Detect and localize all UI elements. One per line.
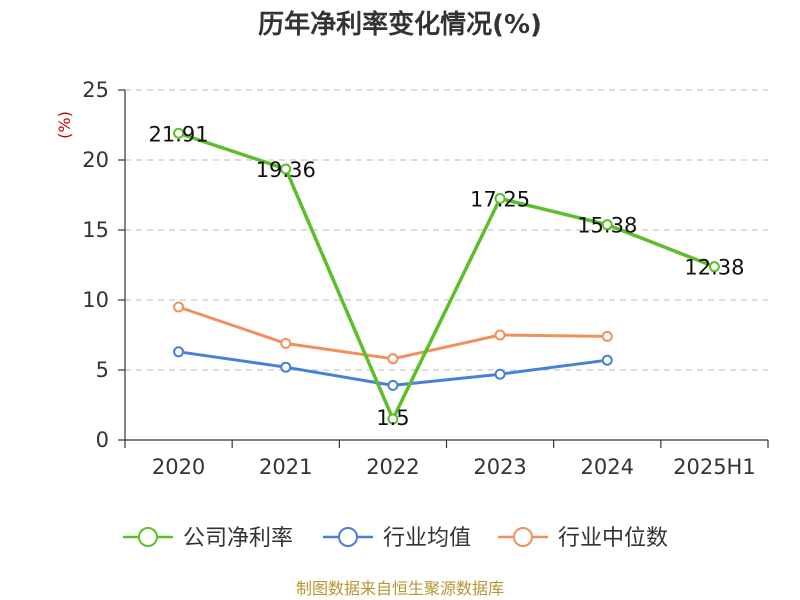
legend-item-1[interactable]: 行业均值 — [323, 526, 471, 551]
data-point[interactable] — [494, 329, 506, 341]
y-tick-label: 10 — [82, 288, 109, 312]
legend-label: 行业中位数 — [558, 526, 668, 551]
y-axis-label: (%) — [55, 111, 74, 139]
data-point[interactable] — [601, 330, 613, 342]
chart-title: 历年净利率变化情况(%) — [258, 9, 542, 40]
data-point[interactable] — [280, 163, 292, 175]
data-point[interactable] — [708, 261, 720, 273]
legend-label: 行业均值 — [383, 526, 471, 551]
series-1 — [173, 346, 613, 391]
x-tick-label: 2021 — [259, 455, 312, 479]
y-tick-label: 20 — [82, 148, 109, 172]
axes: 0 5 10 15 20 25 2020 2021 2022 2023 2024 2025H1 — [82, 78, 769, 479]
data-point[interactable] — [494, 193, 506, 204]
data-point[interactable] — [387, 413, 399, 425]
data-point[interactable] — [173, 127, 185, 139]
data-point[interactable] — [601, 219, 613, 231]
data-label: 15.38 — [577, 214, 637, 238]
x-tick-label: 2022 — [366, 455, 419, 479]
legend-item-0[interactable]: 公司净利率 — [123, 526, 293, 551]
series-layer: 21.91 19.36 1.5 17.25 15.38 12.38 — [149, 122, 745, 430]
legend-marker — [338, 527, 358, 547]
y-tick-label: 15 — [82, 218, 109, 242]
legend-item-2[interactable]: 行业中位数 — [498, 526, 668, 551]
data-point[interactable] — [173, 346, 185, 358]
legend-label: 公司净利率 — [183, 526, 293, 551]
x-tick-label: 2025H1 — [673, 455, 756, 479]
legend[interactable]: 公司净利率 行业均值 行业中位数 — [123, 526, 668, 551]
series-0 — [173, 127, 720, 425]
data-point[interactable] — [387, 379, 399, 391]
x-tick-label: 2020 — [152, 455, 205, 479]
source-note: 制图数据来自恒生聚源数据库 — [296, 579, 504, 598]
data-point[interactable] — [280, 337, 292, 349]
data-label: 21.91 — [149, 122, 209, 146]
y-tick-label: 0 — [96, 428, 109, 452]
legend-marker — [513, 527, 533, 547]
legend-marker — [138, 527, 158, 547]
data-point[interactable] — [387, 353, 399, 365]
gridlines — [125, 89, 768, 371]
data-point[interactable] — [173, 301, 185, 313]
y-tick-label: 25 — [82, 78, 109, 102]
series-line — [178, 305, 608, 361]
data-label: 17.25 — [470, 188, 530, 212]
data-label: 19.36 — [256, 158, 316, 182]
x-tick-label: 2023 — [473, 455, 526, 479]
data-point[interactable] — [280, 361, 292, 373]
data-point[interactable] — [601, 354, 613, 366]
series-line — [178, 131, 716, 421]
data-label: 12.38 — [684, 256, 744, 280]
data-point[interactable] — [494, 368, 506, 380]
series-2 — [173, 301, 613, 365]
data-label: 1.5 — [376, 406, 409, 430]
x-tick-label: 2024 — [581, 455, 634, 479]
y-tick-label: 5 — [96, 358, 109, 382]
